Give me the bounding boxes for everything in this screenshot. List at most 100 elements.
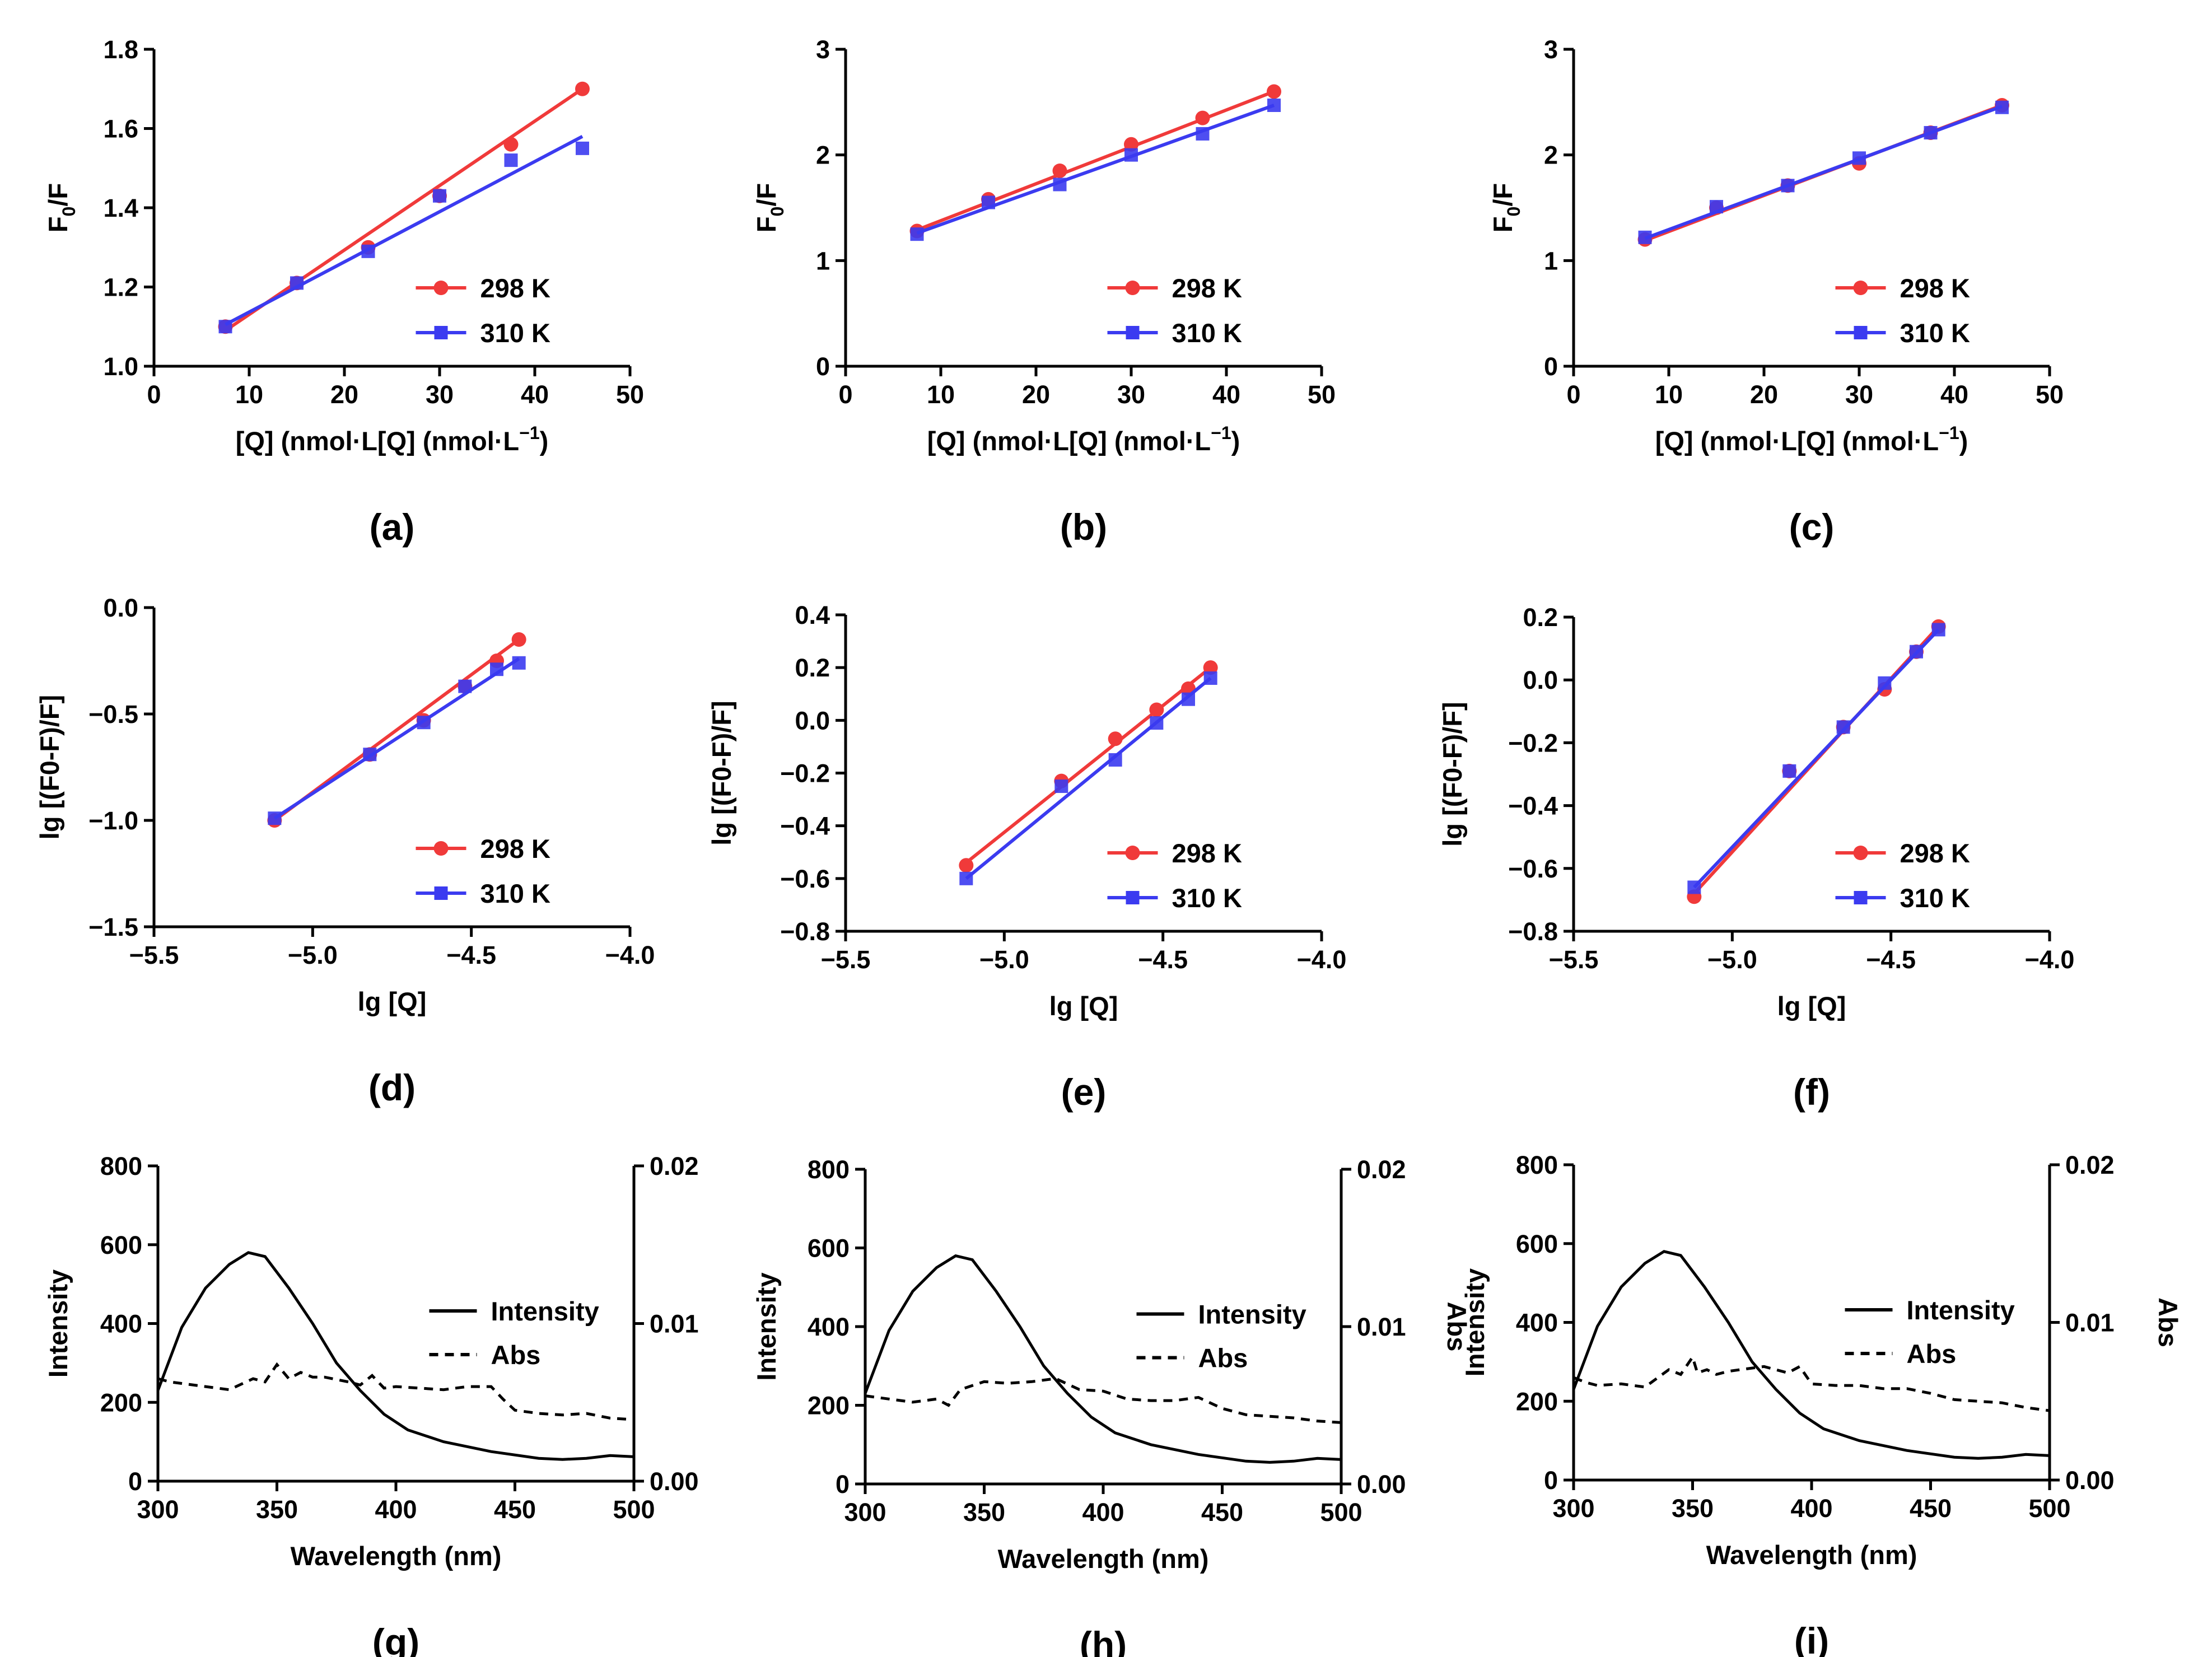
data-point-square (910, 227, 924, 241)
legend-label: 310 K (1900, 318, 1970, 348)
x-tick-label: 300 (1552, 1494, 1594, 1523)
y-axis-title-rest: /F (1488, 183, 1518, 207)
y-tick-label: 600 (100, 1231, 142, 1259)
data-point-square (268, 811, 282, 825)
x-tick-label: 30 (426, 380, 454, 409)
legend-label: Abs (1198, 1343, 1248, 1373)
data-point-square (1836, 720, 1850, 734)
x-axis-title: [Q] (nmol·L[Q] (nmol·L−1) (927, 423, 1240, 456)
y-axis-title: F0/F (43, 183, 79, 232)
legend-label: 310 K (1172, 318, 1242, 348)
x-tick-label: 350 (963, 1498, 1005, 1527)
x-tick-label: −4.0 (1297, 945, 1347, 974)
y2-axis-title: Abs (2153, 1297, 2183, 1347)
y-axis-title-rest: /F (43, 183, 73, 207)
x-tick-label: 500 (1320, 1498, 1362, 1527)
legend-item: 298 K (1107, 838, 1242, 868)
y-tick-label: 1.6 (103, 115, 138, 143)
legend-item: 310 K (1107, 883, 1242, 913)
x-axis-title: [Q] (nmol·L[Q] (nmol·L−1) (236, 423, 549, 456)
panel-label: (b) (1060, 506, 1107, 548)
y-tick-label: −0.6 (780, 865, 830, 893)
panel-label: (a) (370, 506, 415, 548)
x-tick-label: −5.5 (1549, 945, 1599, 974)
data-point-square (1782, 764, 1796, 778)
legend-label: Intensity (1907, 1295, 2015, 1325)
legend-marker-square (1854, 891, 1868, 904)
y-tick-label: 1.0 (103, 352, 138, 381)
series-310-k (1638, 100, 2009, 244)
legend-label: 298 K (1900, 838, 1970, 868)
x-tick-label: 0 (147, 380, 161, 409)
y-tick-label: −0.8 (780, 917, 830, 946)
data-point-circle (1108, 731, 1123, 746)
legend-marker-circle (1125, 281, 1140, 295)
data-point-square (417, 716, 431, 730)
legend-item: Intensity (429, 1296, 599, 1326)
x-axis-title-close: ) (1959, 426, 1968, 456)
series-line-abs (1573, 1353, 2050, 1412)
series-310-k (268, 656, 526, 825)
data-point-square (1108, 753, 1122, 767)
x-tick-label: 0 (1566, 380, 1580, 409)
data-point-circle (1149, 702, 1164, 717)
series-line-intensity (1572, 1250, 2050, 1460)
data-point-circle (959, 858, 974, 873)
y-axis-title: F0/F (1488, 183, 1524, 232)
legend-marker-square (434, 886, 448, 900)
data-point-square (1150, 716, 1164, 730)
data-point-circle (1203, 660, 1218, 675)
x-axis-title-close: ) (540, 426, 549, 456)
y-axis-title: F0/F (752, 183, 787, 232)
legend-item: 310 K (416, 318, 550, 348)
y-axis-title-rest: /F (752, 183, 781, 207)
y2-tick-label: 0.01 (1357, 1313, 1406, 1341)
x-tick-label: 10 (235, 380, 263, 409)
x-tick-label: 20 (1750, 380, 1778, 409)
data-point-square (1710, 200, 1723, 214)
chart-panel-i: 300 350 400 450 500 0 200 400 600 800 Wavelength (… (1460, 1151, 2183, 1657)
x-tick-label: 500 (613, 1495, 655, 1524)
x-tick-label: 500 (2028, 1494, 2070, 1523)
x-tick-label: 20 (1022, 380, 1050, 409)
series-line-intensity (864, 1254, 1342, 1464)
legend-label: Intensity (1198, 1300, 1306, 1329)
y-tick-label: 800 (100, 1152, 142, 1180)
x-axis-title-superscript: −1 (1939, 423, 1959, 443)
x-tick-label: −4.5 (446, 941, 496, 969)
fit-line (1693, 628, 1940, 889)
y2-tick-label: 0.02 (1357, 1155, 1406, 1184)
y-tick-label: 1 (816, 246, 830, 275)
panel-label: (g) (372, 1621, 419, 1657)
legend-marker-circle (433, 281, 449, 295)
data-point-circle (1195, 110, 1210, 125)
x-axis-title: lg [Q] (1777, 991, 1846, 1021)
y-tick-label: 0 (1544, 352, 1558, 381)
legend-label: 298 K (1172, 273, 1242, 303)
x-tick-label: 350 (1672, 1494, 1714, 1523)
fit-line (224, 87, 584, 332)
x-tick-label: 300 (137, 1495, 179, 1524)
data-point-square (361, 244, 375, 258)
x-tick-label: 450 (494, 1495, 536, 1524)
legend-item: 310 K (1835, 318, 1970, 348)
x-tick-label: 50 (616, 380, 644, 409)
data-point-square (1995, 100, 2009, 114)
y-tick-label: 0 (816, 352, 830, 381)
legend-label: 310 K (1900, 883, 1970, 913)
x-axis-title: Wavelength (nm) (291, 1541, 502, 1571)
chart-panel-e: −5.5 −5.0 −4.5 −4.0 −0.8 −0.6 −0.4 −0.2 0.0 0.2 0.… (707, 601, 1346, 1113)
y-tick-label: 3 (816, 35, 830, 64)
series-line-abs (157, 1362, 634, 1421)
legend-item: 298 K (1835, 838, 1970, 868)
x-axis-title-superscript: −1 (519, 423, 539, 443)
x-tick-label: 10 (1655, 380, 1683, 409)
y-axis-title: lg [(F0-F)/F] (707, 701, 736, 845)
data-point-square (490, 662, 503, 676)
legend-label: 310 K (1172, 883, 1242, 913)
y-axis-title-subscript: 0 (1504, 207, 1524, 217)
y-tick-label: 3 (1544, 35, 1558, 64)
y2-tick-label: 0.01 (2065, 1309, 2115, 1337)
x-axis-title: lg [Q] (1049, 991, 1118, 1021)
